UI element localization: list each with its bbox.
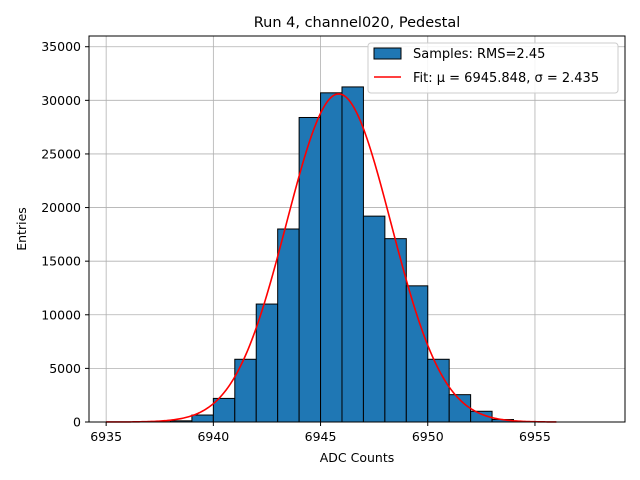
legend-label-samples: Samples: RMS=2.45 (413, 47, 545, 62)
x-tick-label: 6945 (305, 429, 337, 444)
x-tick-label: 6950 (412, 429, 444, 444)
y-tick-label: 25000 (41, 146, 81, 161)
histogram-bar (191, 414, 214, 423)
x-axis-label: ADC Counts (320, 450, 395, 465)
y-tick-label: 0 (73, 415, 81, 430)
histogram-bar (362, 215, 386, 423)
legend-label-fit: Fit: μ = 6945.848, σ = 2.435 (413, 71, 599, 86)
fit-curve (106, 93, 557, 423)
x-tick-label: 6935 (90, 429, 122, 444)
y-axis-ticks: 0 5000 10000 15000 20000 25000 30000 35000 (41, 39, 89, 430)
y-tick-label: 35000 (41, 39, 81, 54)
x-tick-label: 6940 (197, 429, 229, 444)
legend-frame (367, 42, 619, 94)
histogram-bar (405, 285, 429, 423)
y-tick-label: 5000 (49, 361, 81, 376)
y-tick-label: 10000 (41, 307, 81, 322)
histogram-bar (277, 228, 300, 423)
histogram-bar (255, 303, 279, 423)
x-axis-ticks: 6935 6940 6945 6950 6955 (90, 422, 551, 444)
histogram-bar (212, 397, 236, 423)
legend: Samples: RMS=2.45 Fit: μ = 6945.848, σ =… (367, 42, 619, 94)
plot-frame (88, 35, 626, 423)
chart-title: Run 4, channel020, Pedestal (254, 15, 461, 31)
histogram-bar (341, 86, 364, 423)
y-tick-label: 20000 (41, 200, 81, 215)
histogram-bars (148, 86, 515, 423)
y-tick-label: 15000 (41, 254, 81, 269)
y-axis-label: Entries (14, 207, 29, 251)
x-tick-label: 6955 (519, 429, 551, 444)
y-tick-label: 30000 (41, 93, 81, 108)
histogram-bar (320, 92, 343, 423)
legend-swatch-samples (373, 47, 402, 60)
histogram-bar (234, 358, 257, 423)
